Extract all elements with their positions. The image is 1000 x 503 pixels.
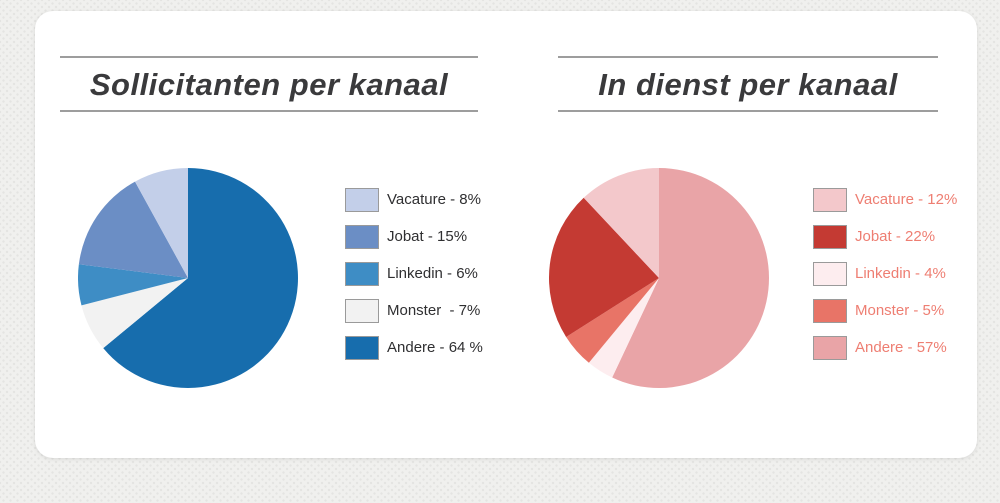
legend-swatch <box>813 262 847 286</box>
chart-title-block: Sollicitanten per kanaal <box>60 56 478 112</box>
title-rule-bottom <box>60 110 478 112</box>
title-rule-bottom <box>558 110 938 112</box>
legend-label: Monster - 7% <box>387 302 481 319</box>
pie-slice-linkedin <box>588 278 659 378</box>
chart-title: Sollicitanten per kanaal <box>89 67 449 102</box>
legend-item: Monster - 7% <box>345 299 483 323</box>
content-card: Sollicitanten per kanaal Vacature - 8% J… <box>35 11 977 458</box>
legend-label: Jobat - 22% <box>855 228 936 245</box>
legend-label: Linkedin - 4% <box>855 265 946 282</box>
legend-item: Linkedin - 6% <box>345 262 483 286</box>
pie-slice-monster <box>81 278 188 349</box>
legend-swatch <box>345 262 379 286</box>
pie-slice-jobat <box>549 197 659 337</box>
legend-label: Andere - 57% <box>855 339 947 356</box>
legend-item: Jobat - 22% <box>813 225 957 249</box>
legend-item: Vacature - 12% <box>813 188 957 212</box>
legend-swatch <box>345 336 379 360</box>
legend-item: Andere - 64 % <box>345 336 483 360</box>
pie-slice-jobat <box>78 181 188 278</box>
pie-chart-hired <box>549 168 769 388</box>
legend-item: Monster - 5% <box>813 299 957 323</box>
chart-title-block: In dienst per kanaal <box>558 56 938 112</box>
legend-swatch <box>813 225 847 249</box>
legend-label: Andere - 64 % <box>387 339 483 356</box>
pie-chart-applicants <box>78 168 298 388</box>
legend-swatch <box>813 299 847 323</box>
legend-label: Jobat - 15% <box>387 228 468 245</box>
legend-swatch <box>345 225 379 249</box>
legend-label: Linkedin - 6% <box>387 265 478 282</box>
legend-item: Vacature - 8% <box>345 188 483 212</box>
title-rule-top <box>60 56 478 58</box>
legend-hired: Vacature - 12% Jobat - 22% Linkedin - 4%… <box>813 188 957 373</box>
legend-swatch <box>345 299 379 323</box>
legend-applicants: Vacature - 8% Jobat - 15% Linkedin - 6% … <box>345 188 483 373</box>
pie-slice-vacature <box>135 168 188 278</box>
pie-slice-andere <box>612 168 769 388</box>
legend-item: Linkedin - 4% <box>813 262 957 286</box>
legend-item: Andere - 57% <box>813 336 957 360</box>
chart-title: In dienst per kanaal <box>598 67 898 102</box>
pie-slice-monster <box>566 278 659 363</box>
legend-label: Vacature - 8% <box>387 191 481 208</box>
legend-label: Monster - 5% <box>855 302 945 319</box>
title-rule-top <box>558 56 938 58</box>
legend-label: Vacature - 12% <box>855 191 958 208</box>
legend-swatch <box>813 188 847 212</box>
legend-swatch <box>813 336 847 360</box>
legend-item: Jobat - 15% <box>345 225 483 249</box>
pie-slice-andere <box>103 168 298 388</box>
pie-slice-linkedin <box>78 264 188 306</box>
legend-swatch <box>345 188 379 212</box>
pie-slice-vacature <box>583 168 659 278</box>
